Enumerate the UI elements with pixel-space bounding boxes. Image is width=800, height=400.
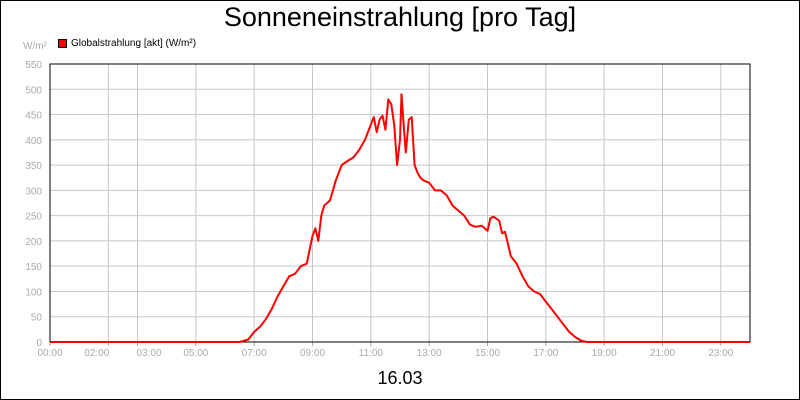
chart-title: Sonneneinstrahlung [pro Tag] xyxy=(223,2,577,32)
y-tick-label: 400 xyxy=(25,136,42,147)
legend-swatch xyxy=(58,39,67,48)
y-tick-label: 550 xyxy=(25,60,42,71)
plot-area-border xyxy=(49,63,751,343)
y-tick-label: 100 xyxy=(25,287,42,298)
y-tick-label: 250 xyxy=(25,212,42,223)
x-tick-label: 21:00 xyxy=(650,348,675,359)
y-tick-label: 350 xyxy=(25,161,42,172)
y-tick-label: 50 xyxy=(31,313,43,324)
x-tick-label: 11:00 xyxy=(359,348,384,359)
legend-label: Globalstrahlung [akt] (W/m²) xyxy=(71,38,197,49)
y-tick-label: 0 xyxy=(36,338,42,349)
legend: Globalstrahlung [akt] (W/m²) xyxy=(58,38,196,49)
y-tick-label: 450 xyxy=(25,111,42,122)
y-tick-label: 300 xyxy=(25,186,42,197)
x-tick-label: 13:00 xyxy=(417,348,442,359)
x-tick-label: 23:00 xyxy=(708,348,733,359)
y-axis-unit-label: W/m² xyxy=(23,41,47,52)
x-tick-label: 17:00 xyxy=(533,348,558,359)
y-tick-label: 150 xyxy=(25,262,42,273)
series-line xyxy=(50,93,750,343)
x-tick-label: 02:00 xyxy=(84,348,109,359)
y-tick-label: 500 xyxy=(25,85,42,96)
x-tick-label: 19:00 xyxy=(592,348,617,359)
x-tick-label: 03:00 xyxy=(137,348,162,359)
x-tick-label: 07:00 xyxy=(242,348,267,359)
x-tick-label: 05:00 xyxy=(183,348,208,359)
x-tick-label: 09:00 xyxy=(300,348,325,359)
y-tick-label: 200 xyxy=(25,237,42,248)
x-tick-label: 15:00 xyxy=(475,348,500,359)
x-axis-date-label: 16.03 xyxy=(377,368,423,388)
x-tick-label: 00:00 xyxy=(37,348,62,359)
